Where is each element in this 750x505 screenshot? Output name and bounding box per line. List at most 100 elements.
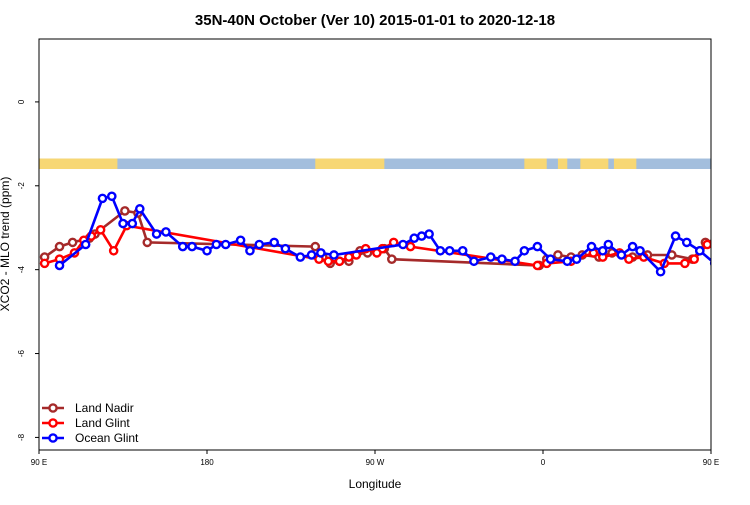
surface-strip xyxy=(39,159,750,169)
x-axis-label: Longitude xyxy=(349,477,402,491)
legend-label: Land Glint xyxy=(75,416,130,430)
data-point xyxy=(41,260,48,267)
data-point xyxy=(713,237,720,244)
data-point xyxy=(418,233,425,240)
land-strip-segment xyxy=(524,159,546,169)
data-point xyxy=(728,207,735,214)
land-strip-segment xyxy=(315,159,384,169)
legend-marker xyxy=(49,419,56,426)
data-point xyxy=(636,247,643,254)
data-point xyxy=(741,251,748,258)
land-strip-segment xyxy=(711,159,750,169)
data-point xyxy=(312,243,319,250)
data-point xyxy=(730,228,737,235)
data-point xyxy=(672,233,679,240)
data-point xyxy=(487,253,494,260)
data-point xyxy=(56,243,63,250)
x-tick-label: 0 xyxy=(541,458,546,467)
y-tick-label: -6 xyxy=(17,349,26,357)
data-point xyxy=(521,247,528,254)
data-point xyxy=(203,247,210,254)
data-point xyxy=(330,251,337,258)
series-layer xyxy=(41,193,750,276)
data-point xyxy=(237,237,244,244)
legend-label: Land Nadir xyxy=(75,401,134,415)
data-point xyxy=(605,241,612,248)
data-point xyxy=(121,207,128,214)
data-point xyxy=(683,239,690,246)
data-point xyxy=(618,251,625,258)
data-point xyxy=(129,220,136,227)
data-point xyxy=(317,249,324,256)
data-point xyxy=(724,260,731,267)
data-point xyxy=(470,258,477,265)
y-tick-label: -8 xyxy=(17,433,26,441)
data-point xyxy=(188,243,195,250)
data-point xyxy=(222,241,229,248)
data-point xyxy=(213,241,220,248)
data-point xyxy=(711,260,718,267)
y-tick-label: -4 xyxy=(17,266,26,274)
data-point xyxy=(625,256,632,263)
land-strip-segment xyxy=(614,159,636,169)
data-point xyxy=(246,247,253,254)
data-point xyxy=(69,239,76,246)
data-point xyxy=(696,247,703,254)
data-point xyxy=(573,256,580,263)
data-point xyxy=(629,243,636,250)
data-point xyxy=(97,226,104,233)
x-tick-label: 90 E xyxy=(31,458,47,467)
y-axis-label: XCO2 - MLO trend (ppm) xyxy=(0,177,12,312)
data-point xyxy=(547,256,554,263)
data-point xyxy=(271,239,278,246)
data-point xyxy=(162,228,169,235)
data-point xyxy=(534,243,541,250)
x-tick-label: 90 W xyxy=(366,458,385,467)
data-point xyxy=(437,247,444,254)
y-tick-label: -2 xyxy=(17,182,26,190)
legend-marker xyxy=(49,434,56,441)
data-point xyxy=(720,235,727,242)
data-point xyxy=(732,262,739,269)
x-tick-label: 90 E xyxy=(703,458,719,467)
data-point xyxy=(388,256,395,263)
data-point xyxy=(717,235,724,242)
data-point xyxy=(691,256,698,263)
data-point xyxy=(136,205,143,212)
data-point xyxy=(256,241,263,248)
data-point xyxy=(411,235,418,242)
data-point xyxy=(308,251,315,258)
data-point xyxy=(179,243,186,250)
data-point xyxy=(446,247,453,254)
data-point xyxy=(345,253,352,260)
data-point xyxy=(681,260,688,267)
y-tick-label: 0 xyxy=(17,99,26,104)
data-point xyxy=(459,247,466,254)
land-strip-segment xyxy=(558,159,567,169)
data-point xyxy=(511,258,518,265)
data-point xyxy=(498,256,505,263)
data-point xyxy=(657,268,664,275)
x-tick-label: 180 xyxy=(200,458,214,467)
data-point xyxy=(82,241,89,248)
data-point xyxy=(153,230,160,237)
data-point xyxy=(297,253,304,260)
data-point xyxy=(599,247,606,254)
data-point xyxy=(534,262,541,269)
data-point xyxy=(588,243,595,250)
data-point xyxy=(325,258,332,265)
data-point xyxy=(119,220,126,227)
data-point xyxy=(747,247,750,254)
data-point xyxy=(704,241,711,248)
data-point xyxy=(407,243,414,250)
data-point xyxy=(99,195,106,202)
data-point xyxy=(426,230,433,237)
legend-marker xyxy=(49,404,56,411)
data-point xyxy=(110,247,117,254)
legend-label: Ocean Glint xyxy=(75,431,139,445)
data-point xyxy=(56,262,63,269)
data-point xyxy=(564,258,571,265)
